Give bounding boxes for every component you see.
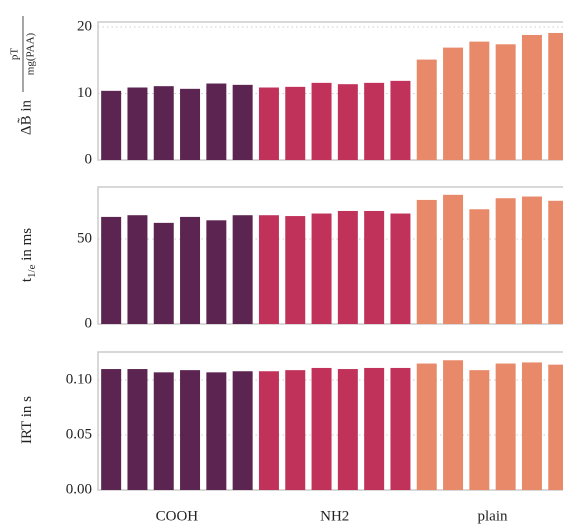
- bar: [311, 82, 332, 160]
- y-tick-label: 0: [85, 315, 93, 331]
- y-label-main: IRT in s: [19, 396, 35, 444]
- y-label-main: t: [19, 277, 35, 282]
- y-tick-label: 0: [85, 151, 93, 167]
- x-tick-label: plain: [478, 508, 508, 524]
- bar: [127, 87, 148, 160]
- bar: [521, 34, 542, 160]
- bar: [127, 215, 148, 324]
- bar: [364, 367, 385, 490]
- bar: [180, 216, 201, 324]
- bar: [258, 371, 279, 490]
- bar: [548, 32, 563, 160]
- bar: [206, 372, 227, 490]
- bar: [180, 370, 201, 490]
- bar: [443, 194, 464, 324]
- y-label: IRT in s: [19, 396, 35, 444]
- bar: [364, 210, 385, 324]
- bar: [416, 199, 437, 324]
- bar: [495, 44, 516, 160]
- bar: [390, 80, 411, 160]
- bar: [390, 367, 411, 490]
- bar: [206, 83, 227, 160]
- bar: [337, 210, 358, 324]
- y-label-main: ΔB̃ in: [17, 100, 34, 136]
- bar: [521, 362, 542, 490]
- y-tick-label: 50: [77, 230, 92, 246]
- bar: [469, 41, 490, 160]
- bar: [258, 215, 279, 324]
- y-tick-label: 0.00: [66, 481, 92, 497]
- y-tick-label: 10: [77, 85, 92, 101]
- bar: [101, 369, 122, 490]
- bar: [416, 363, 437, 490]
- bar: [153, 86, 174, 160]
- bar: [443, 47, 464, 160]
- y-label: t1/e in ms: [19, 228, 37, 282]
- y-tick-label: 0.05: [66, 426, 92, 442]
- bar: [180, 88, 201, 160]
- bar: [101, 216, 122, 324]
- bar: [416, 59, 437, 160]
- bar: [285, 86, 306, 160]
- y-axis-label: IRT in s: [19, 396, 35, 444]
- bar: [258, 87, 279, 160]
- bar: [311, 213, 332, 324]
- y-tick-label: 0.10: [66, 371, 92, 387]
- bar: [521, 196, 542, 324]
- x-tick-label: COOH: [156, 508, 199, 524]
- y-label-rest: in ms: [19, 228, 35, 265]
- bar: [285, 370, 306, 490]
- bar: [495, 198, 516, 324]
- y-axis-label: t1/e in ms: [19, 228, 37, 282]
- bar: [548, 200, 563, 324]
- bar: [311, 367, 332, 490]
- bar: [232, 371, 253, 490]
- bar: [364, 82, 385, 160]
- bar: [469, 370, 490, 490]
- y-tick-label: 20: [77, 18, 92, 34]
- bar: [153, 222, 174, 324]
- bar: [285, 216, 306, 324]
- bar: [206, 220, 227, 324]
- y-label-numerator: pT: [9, 48, 21, 61]
- bar: [232, 84, 253, 160]
- bar: [153, 372, 174, 490]
- bar: [337, 84, 358, 160]
- bar: [127, 369, 148, 490]
- bar: [232, 215, 253, 324]
- y-label-denominator: mg(PAA): [25, 32, 37, 75]
- bar: [443, 360, 464, 490]
- bar: [548, 364, 563, 490]
- bar: [337, 369, 358, 490]
- bar: [495, 363, 516, 490]
- y-label-sub: 1/e: [26, 264, 38, 278]
- bar: [469, 209, 490, 324]
- bar: [101, 90, 122, 160]
- bar: [390, 213, 411, 324]
- y-axis-label: ΔB̃ in pT mg(PAA): [9, 16, 37, 135]
- x-tick-label: NH2: [320, 508, 349, 524]
